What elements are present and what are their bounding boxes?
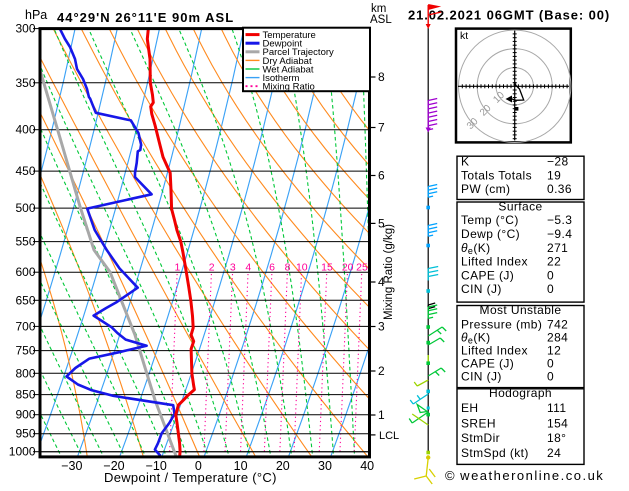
svg-text:950: 950: [15, 427, 35, 441]
svg-text:−30: −30: [61, 459, 82, 473]
svg-text:21.02.2021 06GMT (Base: 00): 21.02.2021 06GMT (Base: 00): [408, 8, 610, 23]
svg-text:CIN (J): CIN (J): [461, 370, 502, 384]
svg-text:hPa: hPa: [25, 8, 47, 22]
svg-text:650: 650: [15, 293, 35, 307]
svg-text:−9.4: −9.4: [547, 227, 572, 241]
svg-text:1: 1: [378, 408, 385, 422]
svg-text:CAPE (J): CAPE (J): [461, 357, 514, 371]
svg-text:800: 800: [15, 366, 35, 380]
svg-text:0: 0: [547, 370, 554, 384]
svg-text:θe(K): θe(K): [461, 331, 491, 346]
svg-text:271: 271: [547, 241, 568, 255]
svg-text:EH: EH: [461, 401, 478, 415]
svg-text:6: 6: [269, 262, 275, 274]
svg-text:15: 15: [321, 262, 333, 274]
svg-text:10: 10: [296, 262, 308, 274]
svg-text:SREH: SREH: [461, 416, 496, 430]
svg-text:CAPE (J): CAPE (J): [461, 268, 514, 282]
svg-text:kt: kt: [460, 30, 468, 42]
svg-text:0: 0: [547, 268, 554, 282]
svg-text:10: 10: [234, 459, 248, 473]
svg-text:850: 850: [15, 388, 35, 402]
svg-text:Dewpoint / Temperature (°C): Dewpoint / Temperature (°C): [104, 470, 277, 485]
svg-text:Mixing Ratio (g/kg): Mixing Ratio (g/kg): [383, 224, 395, 320]
svg-text:Mixing Ratio: Mixing Ratio: [263, 82, 315, 93]
svg-text:3: 3: [378, 320, 385, 334]
svg-text:5: 5: [378, 216, 385, 230]
svg-text:© weatheronline.co.uk: © weatheronline.co.uk: [445, 468, 604, 483]
svg-text:Parcel Trajectory: Parcel Trajectory: [263, 47, 335, 58]
svg-text:km: km: [371, 3, 386, 15]
svg-text:700: 700: [15, 319, 35, 333]
svg-text:550: 550: [15, 235, 35, 249]
svg-text:−10: −10: [146, 459, 167, 473]
svg-text:−5.3: −5.3: [547, 213, 572, 227]
svg-text:StmDir: StmDir: [461, 431, 500, 445]
svg-text:Temp (°C): Temp (°C): [461, 213, 519, 227]
svg-text:StmSpd (kt): StmSpd (kt): [461, 446, 529, 460]
svg-text:0.36: 0.36: [547, 182, 572, 196]
svg-text:44°29'N 26°11'E 90m ASL: 44°29'N 26°11'E 90m ASL: [57, 10, 234, 25]
svg-text:8: 8: [378, 70, 385, 84]
svg-text:25: 25: [356, 262, 368, 274]
svg-text:300: 300: [15, 22, 35, 36]
svg-text:1000: 1000: [9, 445, 36, 459]
svg-text:Isotherm: Isotherm: [263, 73, 300, 84]
svg-text:4: 4: [378, 275, 385, 289]
svg-text:12: 12: [547, 344, 561, 358]
svg-text:0: 0: [547, 282, 554, 296]
svg-text:19: 19: [547, 168, 561, 182]
svg-text:2: 2: [209, 262, 215, 274]
svg-text:ASL: ASL: [370, 14, 392, 26]
svg-text:20: 20: [342, 262, 354, 274]
svg-text:20: 20: [276, 459, 290, 473]
svg-text:350: 350: [15, 76, 35, 90]
svg-text:θe(K): θe(K): [461, 241, 491, 256]
svg-text:3: 3: [230, 262, 236, 274]
svg-text:−28: −28: [547, 155, 569, 169]
svg-text:8: 8: [285, 262, 291, 274]
svg-text:Pressure (mb): Pressure (mb): [461, 318, 542, 332]
svg-text:750: 750: [15, 344, 35, 358]
svg-text:284: 284: [547, 331, 568, 345]
svg-text:2: 2: [378, 364, 385, 378]
svg-text:Totals Totals: Totals Totals: [461, 168, 532, 182]
svg-text:Dewp (°C): Dewp (°C): [461, 227, 520, 241]
svg-text:CIN (J): CIN (J): [461, 282, 502, 296]
svg-text:Temperature: Temperature: [263, 30, 316, 41]
svg-text:742: 742: [547, 318, 568, 332]
svg-text:1: 1: [174, 262, 180, 274]
svg-text:Most Unstable: Most Unstable: [480, 303, 562, 317]
svg-text:4: 4: [245, 262, 251, 274]
svg-text:24: 24: [547, 446, 561, 460]
svg-text:Surface: Surface: [498, 200, 542, 214]
svg-text:30: 30: [318, 459, 332, 473]
svg-text:0: 0: [195, 459, 202, 473]
svg-text:0: 0: [547, 357, 554, 371]
svg-text:18°: 18°: [547, 431, 566, 445]
svg-text:Hodograph: Hodograph: [489, 386, 552, 400]
svg-text:Wet Adiabat: Wet Adiabat: [263, 64, 314, 75]
svg-text:−20: −20: [103, 459, 124, 473]
svg-text:600: 600: [15, 265, 35, 279]
svg-text:Lifted Index: Lifted Index: [461, 344, 528, 358]
svg-text:22: 22: [547, 255, 561, 269]
svg-text:500: 500: [15, 201, 35, 215]
svg-text:Dry Adiabat: Dry Adiabat: [263, 56, 312, 67]
svg-text:7: 7: [378, 121, 385, 135]
svg-text:450: 450: [15, 164, 35, 178]
svg-text:LCL: LCL: [379, 430, 399, 442]
svg-text:154: 154: [547, 416, 568, 430]
svg-text:K: K: [461, 155, 469, 169]
svg-text:111: 111: [547, 401, 566, 415]
svg-text:900: 900: [15, 408, 35, 422]
svg-text:Lifted Index: Lifted Index: [461, 255, 528, 269]
svg-text:6: 6: [378, 169, 385, 183]
svg-text:400: 400: [15, 123, 35, 137]
svg-text:PW (cm): PW (cm): [461, 182, 510, 196]
svg-text:Dewpoint: Dewpoint: [263, 39, 303, 50]
svg-text:40: 40: [360, 459, 374, 473]
